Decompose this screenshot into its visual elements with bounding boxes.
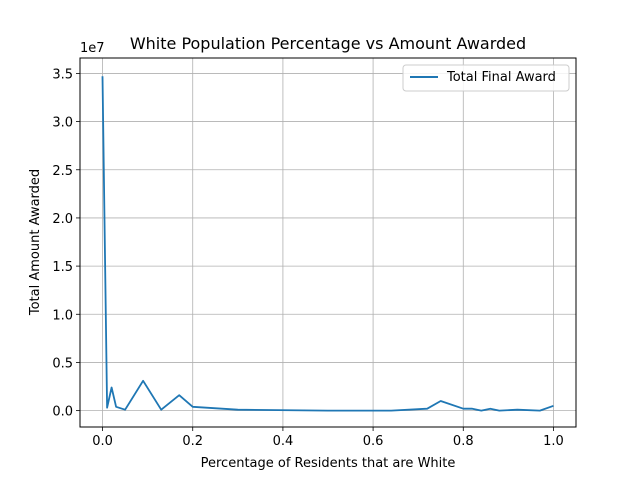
x-tick-label: 1.0 [543,434,564,449]
y-tick-label: 3.0 [52,116,73,131]
grid [80,58,576,427]
y-offset-label: 1e7 [80,41,105,56]
x-tick-label: 0.8 [453,434,474,449]
x-axis-label: Percentage of Residents that are White [201,456,456,471]
x-tick-label: 0.6 [363,434,384,449]
x-axis-ticks: 0.0 0.2 0.4 0.6 0.8 1.0 [92,427,564,449]
y-tick-label: 1.5 [52,260,73,275]
legend-box [402,64,570,92]
y-axis-label: Total Amount Awarded [28,169,43,316]
y-tick-label: 0.5 [52,356,73,371]
series-line-total-final-award [101,76,554,412]
series-lines [101,76,554,412]
y-tick-label: 0.0 [52,405,73,420]
x-tick-label: 0.0 [92,434,113,449]
x-tick-label: 0.4 [273,434,294,449]
plot-area-frame [79,57,577,428]
y-tick-label: 3.5 [52,67,73,82]
legend: Total Final Award [402,64,570,92]
y-tick-label: 2.5 [52,164,73,179]
x-tick-label: 0.2 [182,434,203,449]
legend-entry-total-final-award: Total Final Award [446,70,556,85]
y-tick-label: 2.0 [52,212,73,227]
y-tick-label: 1.0 [52,308,73,323]
chart-title: White Population Percentage vs Amount Aw… [130,34,526,53]
y-axis-ticks: 0.0 0.5 1.0 1.5 2.0 2.5 3.0 3.5 [52,67,80,420]
